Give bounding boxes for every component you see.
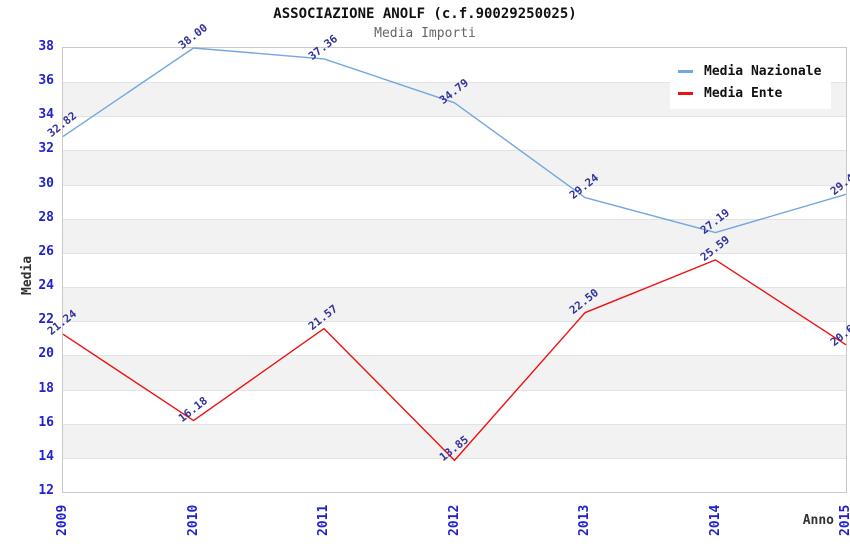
y-tick-label: 36 — [38, 73, 54, 89]
y-tick-label: 34 — [38, 107, 54, 123]
x-tick-label: 2009 — [55, 504, 70, 536]
grid-band — [63, 355, 846, 390]
y-tick-label: 12 — [38, 483, 54, 498]
legend-line-swatch-icon — [678, 70, 693, 73]
chart-subtitle: Media Importi — [374, 26, 476, 41]
y-tick-label: 24 — [38, 278, 54, 294]
grid-band — [63, 321, 846, 356]
y-tick-label: 38 — [38, 39, 54, 54]
series-line-1 — [62, 259, 847, 462]
plot-area — [62, 47, 847, 493]
grid-band — [63, 389, 846, 424]
y-tick-label: 32 — [38, 141, 54, 157]
x-tick-label: 2014 — [707, 504, 723, 536]
y-tick-label: 14 — [38, 448, 54, 464]
grid-band — [63, 457, 846, 492]
y-tick-label: 22 — [38, 312, 54, 328]
chart-title: ASSOCIAZIONE ANOLF (c.f.90029250025) — [273, 6, 577, 22]
legend-label: Media Ente — [704, 86, 783, 101]
series-lines — [62, 47, 847, 462]
series-line-0 — [62, 47, 847, 234]
grid-band — [63, 184, 846, 219]
x-tick-label: 2010 — [185, 504, 201, 536]
y-tick-label: 28 — [38, 209, 54, 225]
x-axis-title: Anno — [802, 513, 834, 528]
x-tick-label: 2015 — [838, 504, 850, 536]
grid-band — [63, 423, 846, 458]
y-tick-label: 30 — [38, 175, 54, 191]
legend-item-media-ente: Media Ente — [678, 86, 821, 101]
grid-band — [63, 218, 846, 253]
legend-label: Media Nazionale — [704, 64, 822, 79]
legend-item-media-nazionale: Media Nazionale — [678, 64, 821, 79]
y-tick-label: 26 — [38, 243, 54, 259]
x-tick-label: 2013 — [577, 504, 592, 536]
legend-line-swatch-icon — [678, 92, 693, 95]
grid-band — [63, 252, 846, 288]
grid-band — [63, 287, 846, 322]
y-tick-label: 18 — [38, 380, 54, 396]
y-tick-label: 16 — [38, 414, 54, 430]
x-tick-label: 2012 — [446, 504, 462, 536]
y-tick-label: 20 — [38, 346, 54, 362]
grid-band — [63, 116, 846, 151]
x-tick-label: 2011 — [316, 504, 331, 536]
legend: Media Nazionale Media Ente — [670, 57, 832, 109]
grid-band — [63, 150, 846, 185]
